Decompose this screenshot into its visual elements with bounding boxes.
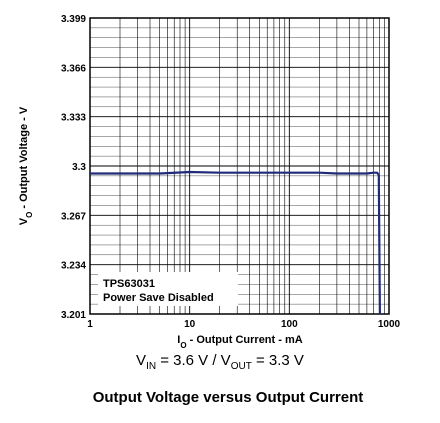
- y-tick-label: 3.267: [61, 211, 86, 222]
- x-axis-label-rest: - Output Current - mA: [187, 334, 303, 346]
- x-tick-label: 1000: [378, 319, 401, 330]
- vout-sub: OUT: [230, 361, 252, 372]
- y-tick-label: 3.201: [61, 310, 86, 321]
- vout-rest: = 3.3 V: [251, 352, 304, 369]
- vin-rest: = 3.6 V / V: [156, 352, 231, 369]
- chart: 3.201 3.234 3.267 3.3 3.333 3.366 3.399 1 10 100 1…: [18, 14, 401, 350]
- x-tick-label: 10: [184, 319, 196, 330]
- x-axis-label-sub: O: [180, 341, 186, 350]
- y-axis-label-rest: - Output Voltage - V: [18, 106, 30, 212]
- y-tick-label: 3.399: [61, 14, 86, 25]
- y-axis-label-sub: O: [25, 212, 34, 218]
- tick-labels: 3.201 3.234 3.267 3.3 3.333 3.366 3.399 1 10 100 1…: [61, 14, 401, 330]
- x-axis-label-main: I: [177, 334, 180, 346]
- x-tick-label: 100: [281, 319, 298, 330]
- y-tick-label: 3.333: [61, 113, 86, 124]
- series-layer: [90, 170, 381, 315]
- x-tick-label: 1: [87, 319, 93, 330]
- y-tick-label: 3.366: [61, 63, 86, 74]
- x-axis-label: IO - Output Current - mA: [177, 334, 302, 350]
- figure-caption: Output Voltage versus Output Current: [92, 389, 364, 406]
- series-line: [90, 170, 381, 315]
- annotation-device: TPS63031: [103, 278, 155, 290]
- operating-conditions: VIN = 3.6 V / VOUT = 3.3 V: [0, 352, 440, 372]
- y-tick-label: 3.234: [61, 261, 86, 272]
- y-tick-label: 3.3: [72, 162, 86, 173]
- y-axis-label-main: V: [18, 217, 30, 225]
- y-axis-label: VO - Output Voltage - V: [18, 106, 34, 225]
- annotation-mode: Power Save Disabled: [103, 292, 214, 304]
- grid: [90, 18, 389, 314]
- plot-frame: [89, 17, 390, 315]
- vin-main: V: [136, 352, 147, 369]
- vin-sub: IN: [146, 361, 157, 372]
- annotation-box: TPS63031 Power Save Disabled: [98, 272, 238, 306]
- annotation-background: [98, 272, 238, 306]
